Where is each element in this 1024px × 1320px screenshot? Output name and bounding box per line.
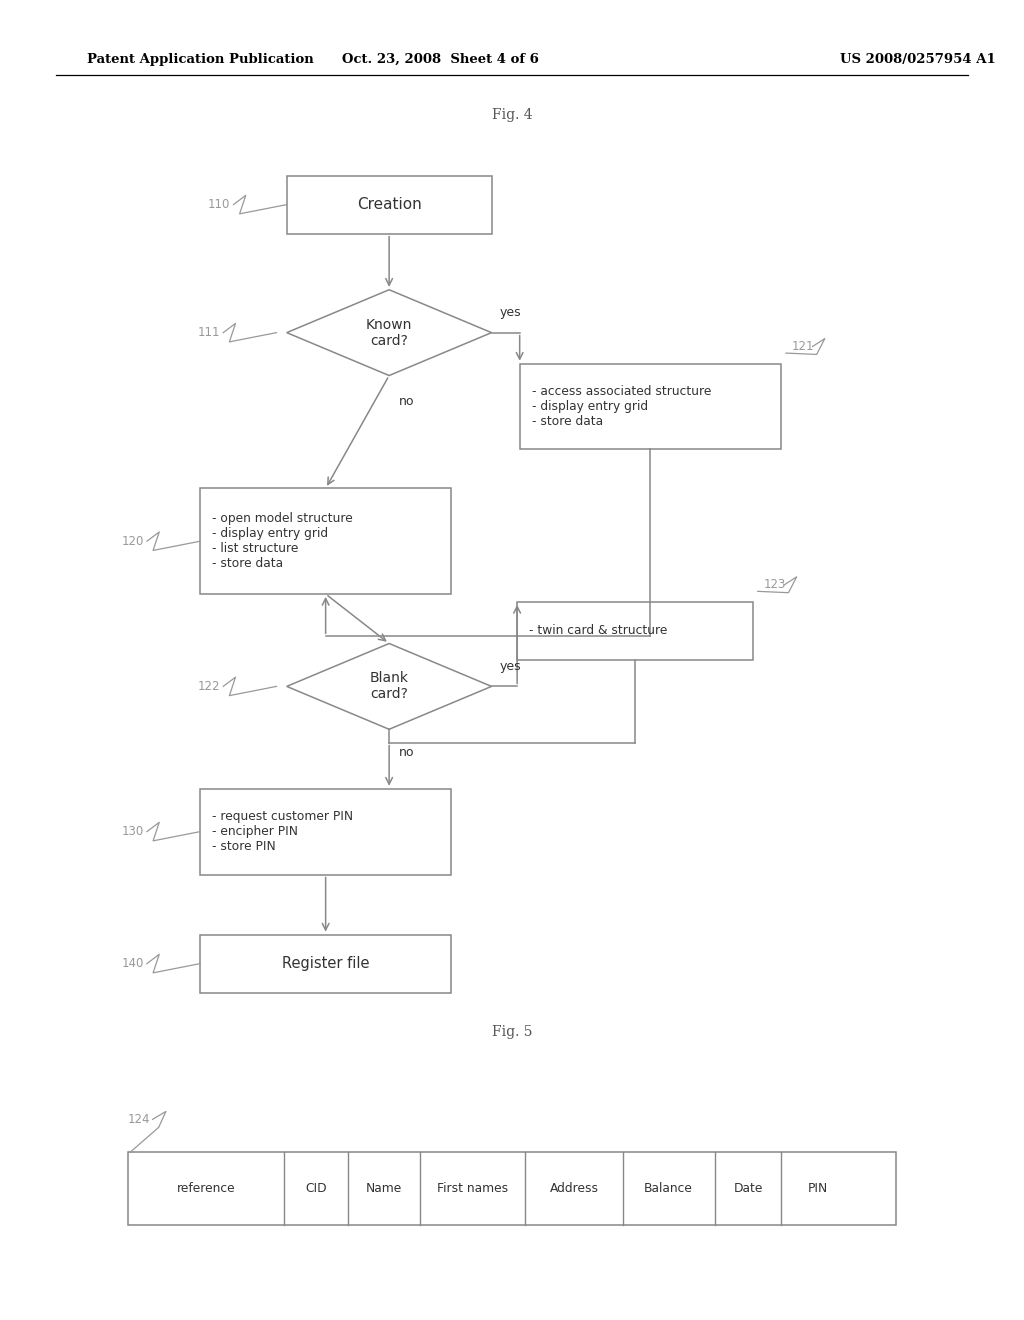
Text: Name: Name	[366, 1183, 402, 1195]
Text: PIN: PIN	[808, 1183, 828, 1195]
Text: US 2008/0257954 A1: US 2008/0257954 A1	[840, 53, 995, 66]
Bar	[517, 602, 753, 660]
Text: Address: Address	[550, 1183, 598, 1195]
Text: - access associated structure
- display entry grid
- store data: - access associated structure - display …	[532, 385, 712, 428]
Text: 120: 120	[122, 535, 143, 548]
Text: CID: CID	[305, 1183, 327, 1195]
Text: yes: yes	[500, 660, 521, 673]
Text: First names: First names	[437, 1183, 508, 1195]
Text: Date: Date	[733, 1183, 763, 1195]
Text: Fig. 5: Fig. 5	[492, 1026, 532, 1039]
Text: - request customer PIN
- encipher PIN
- store PIN: - request customer PIN - encipher PIN - …	[213, 810, 353, 853]
Text: Fig. 4: Fig. 4	[492, 108, 532, 121]
Bar	[201, 488, 451, 594]
Text: 140: 140	[122, 957, 143, 970]
Bar	[128, 1152, 896, 1225]
Bar	[201, 935, 451, 993]
Text: Blank
card?: Blank card?	[370, 672, 409, 701]
Text: Known
card?: Known card?	[366, 318, 413, 347]
Text: Register file: Register file	[282, 956, 370, 972]
Bar	[287, 176, 492, 234]
Text: Patent Application Publication: Patent Application Publication	[87, 53, 313, 66]
Bar	[520, 364, 781, 449]
Text: - open model structure
- display entry grid
- list structure
- store data: - open model structure - display entry g…	[213, 512, 353, 570]
Text: 122: 122	[198, 680, 220, 693]
Text: 124: 124	[128, 1113, 151, 1126]
Text: yes: yes	[500, 306, 521, 319]
Text: 121: 121	[793, 341, 815, 352]
Text: 123: 123	[764, 578, 786, 591]
Text: 111: 111	[198, 326, 220, 339]
Text: 110: 110	[208, 198, 230, 211]
Text: Creation: Creation	[356, 197, 422, 213]
Text: no: no	[399, 396, 415, 408]
Text: - twin card & structure: - twin card & structure	[529, 624, 668, 638]
Text: reference: reference	[176, 1183, 236, 1195]
Text: 130: 130	[122, 825, 143, 838]
Text: Oct. 23, 2008  Sheet 4 of 6: Oct. 23, 2008 Sheet 4 of 6	[342, 53, 539, 66]
Text: Balance: Balance	[644, 1183, 693, 1195]
Bar	[201, 788, 451, 874]
Text: no: no	[399, 747, 415, 759]
